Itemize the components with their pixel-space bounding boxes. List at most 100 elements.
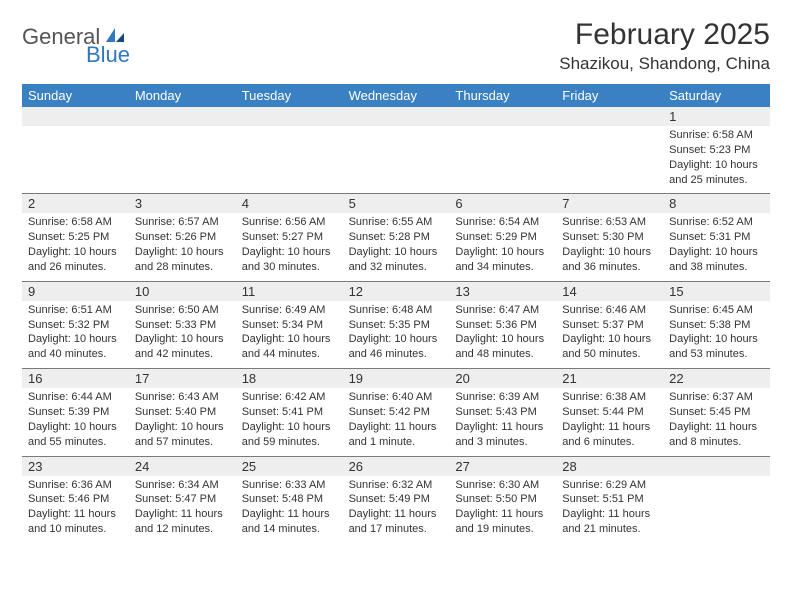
sunset-text: Sunset: 5:40 PM bbox=[135, 405, 230, 420]
sunset-text: Sunset: 5:30 PM bbox=[562, 230, 657, 245]
sunset-text: Sunset: 5:23 PM bbox=[669, 143, 764, 158]
day-number bbox=[556, 107, 663, 126]
day-number: 7 bbox=[556, 194, 663, 213]
sunset-text: Sunset: 5:45 PM bbox=[669, 405, 764, 420]
day-number bbox=[129, 107, 236, 126]
day-number: 20 bbox=[449, 369, 556, 388]
daylight-text: Daylight: 10 hours and 26 minutes. bbox=[28, 245, 123, 275]
sunrise-text: Sunrise: 6:48 AM bbox=[349, 303, 444, 318]
sunrise-text: Sunrise: 6:57 AM bbox=[135, 215, 230, 230]
sunset-text: Sunset: 5:41 PM bbox=[242, 405, 337, 420]
daylight-text: Daylight: 10 hours and 34 minutes. bbox=[455, 245, 550, 275]
daynum-row: 9101112131415 bbox=[22, 282, 770, 301]
day-number: 25 bbox=[236, 457, 343, 476]
sunrise-text: Sunrise: 6:29 AM bbox=[562, 478, 657, 493]
sunrise-text: Sunrise: 6:38 AM bbox=[562, 390, 657, 405]
daylight-text: Daylight: 10 hours and 50 minutes. bbox=[562, 332, 657, 362]
day-details bbox=[343, 126, 450, 193]
day-number bbox=[22, 107, 129, 126]
day-number: 4 bbox=[236, 194, 343, 213]
sunrise-text: Sunrise: 6:33 AM bbox=[242, 478, 337, 493]
sunrise-text: Sunrise: 6:50 AM bbox=[135, 303, 230, 318]
daylight-text: Daylight: 10 hours and 53 minutes. bbox=[669, 332, 764, 362]
day-number bbox=[236, 107, 343, 126]
day-number: 12 bbox=[343, 282, 450, 301]
day-details: Sunrise: 6:43 AMSunset: 5:40 PMDaylight:… bbox=[129, 388, 236, 455]
details-row: Sunrise: 6:58 AMSunset: 5:25 PMDaylight:… bbox=[22, 213, 770, 280]
daylight-text: Daylight: 11 hours and 1 minute. bbox=[349, 420, 444, 450]
day-details bbox=[236, 126, 343, 193]
sunset-text: Sunset: 5:29 PM bbox=[455, 230, 550, 245]
sunset-text: Sunset: 5:28 PM bbox=[349, 230, 444, 245]
day-header-friday: Friday bbox=[556, 84, 663, 107]
logo-blue-wrap: Blue bbox=[86, 42, 130, 68]
day-number: 26 bbox=[343, 457, 450, 476]
day-details bbox=[663, 476, 770, 543]
sunset-text: Sunset: 5:31 PM bbox=[669, 230, 764, 245]
sunrise-text: Sunrise: 6:40 AM bbox=[349, 390, 444, 405]
sunset-text: Sunset: 5:49 PM bbox=[349, 492, 444, 507]
sunrise-text: Sunrise: 6:30 AM bbox=[455, 478, 550, 493]
week-block: 232425262728Sunrise: 6:36 AMSunset: 5:46… bbox=[22, 456, 770, 543]
daylight-text: Daylight: 11 hours and 8 minutes. bbox=[669, 420, 764, 450]
sunset-text: Sunset: 5:44 PM bbox=[562, 405, 657, 420]
day-number bbox=[449, 107, 556, 126]
daylight-text: Daylight: 10 hours and 30 minutes. bbox=[242, 245, 337, 275]
sunset-text: Sunset: 5:50 PM bbox=[455, 492, 550, 507]
sunset-text: Sunset: 5:26 PM bbox=[135, 230, 230, 245]
day-number: 15 bbox=[663, 282, 770, 301]
day-number: 2 bbox=[22, 194, 129, 213]
day-header-sunday: Sunday bbox=[22, 84, 129, 107]
daylight-text: Daylight: 10 hours and 40 minutes. bbox=[28, 332, 123, 362]
sunrise-text: Sunrise: 6:47 AM bbox=[455, 303, 550, 318]
sunrise-text: Sunrise: 6:43 AM bbox=[135, 390, 230, 405]
week-block: 2345678Sunrise: 6:58 AMSunset: 5:25 PMDa… bbox=[22, 193, 770, 280]
day-details: Sunrise: 6:45 AMSunset: 5:38 PMDaylight:… bbox=[663, 301, 770, 368]
day-number bbox=[343, 107, 450, 126]
sunrise-text: Sunrise: 6:39 AM bbox=[455, 390, 550, 405]
day-details: Sunrise: 6:46 AMSunset: 5:37 PMDaylight:… bbox=[556, 301, 663, 368]
day-number: 8 bbox=[663, 194, 770, 213]
sunset-text: Sunset: 5:46 PM bbox=[28, 492, 123, 507]
daylight-text: Daylight: 11 hours and 12 minutes. bbox=[135, 507, 230, 537]
daylight-text: Daylight: 11 hours and 21 minutes. bbox=[562, 507, 657, 537]
sunrise-text: Sunrise: 6:58 AM bbox=[28, 215, 123, 230]
day-header-saturday: Saturday bbox=[663, 84, 770, 107]
title-block: February 2025 Shazikou, Shandong, China bbox=[559, 18, 770, 74]
day-details bbox=[22, 126, 129, 193]
sunset-text: Sunset: 5:25 PM bbox=[28, 230, 123, 245]
daylight-text: Daylight: 10 hours and 48 minutes. bbox=[455, 332, 550, 362]
day-details: Sunrise: 6:55 AMSunset: 5:28 PMDaylight:… bbox=[343, 213, 450, 280]
location: Shazikou, Shandong, China bbox=[559, 54, 770, 74]
daynum-row: 232425262728 bbox=[22, 457, 770, 476]
daylight-text: Daylight: 11 hours and 14 minutes. bbox=[242, 507, 337, 537]
day-details: Sunrise: 6:51 AMSunset: 5:32 PMDaylight:… bbox=[22, 301, 129, 368]
day-details: Sunrise: 6:32 AMSunset: 5:49 PMDaylight:… bbox=[343, 476, 450, 543]
day-number bbox=[663, 457, 770, 476]
day-header-row: Sunday Monday Tuesday Wednesday Thursday… bbox=[22, 84, 770, 107]
daylight-text: Daylight: 10 hours and 57 minutes. bbox=[135, 420, 230, 450]
sunset-text: Sunset: 5:37 PM bbox=[562, 318, 657, 333]
day-number: 1 bbox=[663, 107, 770, 126]
day-details bbox=[129, 126, 236, 193]
sunset-text: Sunset: 5:27 PM bbox=[242, 230, 337, 245]
month-title: February 2025 bbox=[559, 18, 770, 52]
week-block: 1Sunrise: 6:58 AMSunset: 5:23 PMDaylight… bbox=[22, 107, 770, 193]
details-row: Sunrise: 6:58 AMSunset: 5:23 PMDaylight:… bbox=[22, 126, 770, 193]
sunrise-text: Sunrise: 6:46 AM bbox=[562, 303, 657, 318]
daylight-text: Daylight: 11 hours and 17 minutes. bbox=[349, 507, 444, 537]
sunrise-text: Sunrise: 6:58 AM bbox=[669, 128, 764, 143]
daylight-text: Daylight: 11 hours and 6 minutes. bbox=[562, 420, 657, 450]
sunset-text: Sunset: 5:38 PM bbox=[669, 318, 764, 333]
day-details: Sunrise: 6:57 AMSunset: 5:26 PMDaylight:… bbox=[129, 213, 236, 280]
daylight-text: Daylight: 11 hours and 19 minutes. bbox=[455, 507, 550, 537]
day-number: 6 bbox=[449, 194, 556, 213]
day-header-thursday: Thursday bbox=[449, 84, 556, 107]
sunset-text: Sunset: 5:36 PM bbox=[455, 318, 550, 333]
week-block: 16171819202122Sunrise: 6:44 AMSunset: 5:… bbox=[22, 368, 770, 455]
day-number: 22 bbox=[663, 369, 770, 388]
day-details: Sunrise: 6:29 AMSunset: 5:51 PMDaylight:… bbox=[556, 476, 663, 543]
sunrise-text: Sunrise: 6:51 AM bbox=[28, 303, 123, 318]
details-row: Sunrise: 6:44 AMSunset: 5:39 PMDaylight:… bbox=[22, 388, 770, 455]
day-number: 23 bbox=[22, 457, 129, 476]
